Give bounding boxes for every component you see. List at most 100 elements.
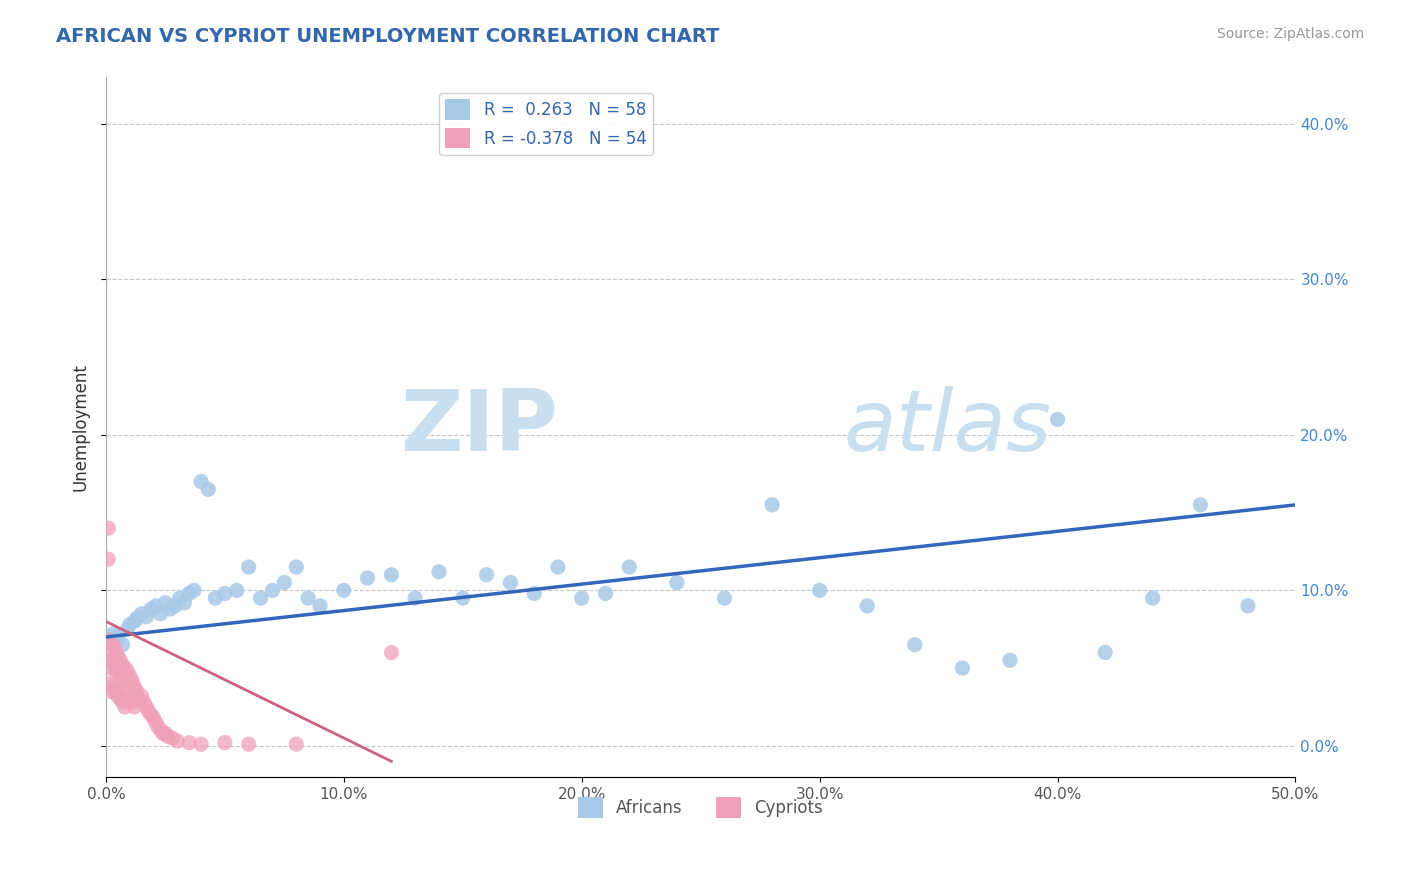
Point (309, 599, 332, 613)
Point (104, 684, 127, 698)
Point (100, 684, 122, 698)
Point (139, 707, 162, 722)
Point (155, 726, 177, 740)
Point (169, 591, 191, 606)
Text: Source: ZipAtlas.com: Source: ZipAtlas.com (1216, 27, 1364, 41)
Point (148, 720, 170, 734)
Point (225, 583, 247, 598)
Point (1142, 591, 1164, 606)
Point (145, 599, 167, 613)
Point (107, 648, 129, 663)
Point (117, 684, 139, 698)
Point (998, 653, 1021, 667)
Point (108, 692, 131, 706)
Point (118, 617, 141, 632)
Point (297, 591, 319, 606)
Point (1046, 412, 1069, 426)
Point (108, 669, 131, 683)
Point (128, 692, 150, 706)
Point (142, 711, 165, 725)
Point (108, 653, 131, 667)
Point (139, 602, 162, 616)
Point (155, 596, 177, 610)
Point (107, 689, 129, 703)
Text: AFRICAN VS CYPRIOT UNEMPLOYMENT CORRELATION CHART: AFRICAN VS CYPRIOT UNEMPLOYMENT CORRELAT… (56, 27, 720, 45)
Point (190, 737, 212, 751)
Point (111, 638, 134, 652)
Point (125, 684, 148, 698)
Point (131, 607, 153, 621)
Point (121, 673, 143, 688)
Point (523, 586, 546, 600)
Point (97, 633, 120, 648)
Point (149, 607, 172, 621)
Point (595, 586, 617, 600)
Point (131, 689, 153, 703)
Point (571, 591, 593, 606)
Point (159, 602, 181, 616)
Point (100, 646, 122, 660)
Point (238, 560, 260, 574)
Point (499, 575, 522, 590)
Point (135, 700, 157, 714)
Point (125, 611, 148, 625)
Point (138, 705, 160, 719)
Text: ZIP: ZIP (401, 385, 558, 468)
Point (183, 583, 205, 598)
Point (124, 700, 146, 714)
Point (808, 583, 831, 598)
Point (156, 730, 179, 744)
Point (97, 521, 120, 535)
Point (179, 736, 201, 750)
Point (97, 676, 120, 690)
Y-axis label: Unemployment: Unemployment (72, 363, 89, 491)
Point (380, 646, 402, 660)
Point (104, 642, 127, 657)
Point (713, 591, 735, 606)
Point (107, 664, 129, 678)
Point (214, 586, 236, 600)
Point (1189, 498, 1212, 512)
Point (1094, 646, 1116, 660)
Point (166, 734, 188, 748)
Text: atlas: atlas (844, 385, 1052, 468)
Point (124, 615, 146, 629)
Point (111, 673, 134, 688)
Point (285, 737, 308, 751)
Point (111, 695, 134, 709)
Point (665, 575, 688, 590)
Point (273, 575, 295, 590)
Point (124, 680, 146, 694)
Point (249, 591, 271, 606)
Point (145, 715, 167, 730)
Point (162, 731, 184, 745)
Point (179, 586, 201, 600)
Point (114, 680, 136, 694)
Point (451, 591, 474, 606)
Point (135, 609, 157, 624)
Point (121, 695, 143, 709)
Point (117, 622, 139, 636)
Point (285, 560, 308, 574)
Point (204, 591, 226, 606)
Point (104, 664, 127, 678)
Point (100, 661, 122, 675)
Point (101, 680, 124, 694)
Point (118, 669, 141, 683)
Point (107, 630, 129, 644)
Point (163, 599, 186, 613)
Point (101, 653, 124, 667)
Point (856, 599, 879, 613)
Point (333, 583, 356, 598)
Point (111, 657, 134, 672)
Point (547, 560, 569, 574)
Point (101, 638, 124, 652)
Point (132, 695, 155, 709)
Point (427, 565, 450, 579)
Point (380, 567, 402, 582)
Point (97, 653, 120, 667)
Point (214, 736, 236, 750)
Point (619, 560, 641, 574)
Point (97, 552, 120, 566)
Point (197, 483, 219, 497)
